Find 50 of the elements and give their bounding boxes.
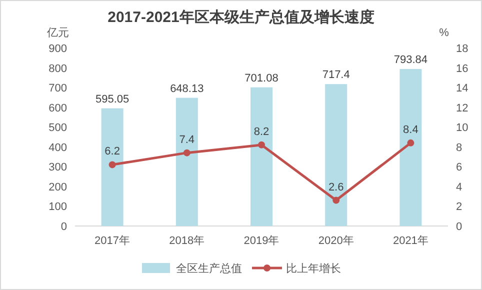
data-label: 6.2 [104,146,120,158]
x-tick-label: 2021年 [392,235,428,247]
bar [325,84,348,226]
legend-label: 比上年增长 [286,262,341,275]
x-tick-label: 2017年 [94,235,130,247]
data-label: 701.08 [244,72,278,84]
bar [250,87,272,226]
y2-axis-title: % [439,27,450,39]
y-tick-label: 100 [48,201,67,214]
data-label: 717.4 [322,69,350,82]
x-tick-label: 2019年 [244,235,280,247]
point [332,196,340,204]
x-tick-label: 2018年 [169,235,205,247]
point [407,139,414,146]
y2-tick-label: 2 [456,201,462,214]
y2-tick-label: 8 [456,142,462,154]
data-label: 8.2 [254,126,270,138]
y-tick-label: 900 [48,43,67,55]
bar [176,98,198,226]
y-tick-label: 200 [48,181,67,194]
data-label: 648.13 [170,82,204,95]
y2-tick-label: 6 [456,162,462,174]
point [183,149,190,156]
y2-tick-label: 12 [456,102,468,114]
y2-tick-label: 18 [456,43,468,55]
data-label: 595.05 [95,93,130,106]
x-tick-label: 2020年 [318,235,354,247]
y-tick-label: 500 [48,122,67,134]
y2-tick-label: 16 [456,62,468,75]
data-label: 7.4 [179,134,195,146]
y2-tick-label: 10 [456,122,468,134]
point [258,141,265,148]
legend-label: 全区生产总值 [176,262,242,275]
y-tick-label: 800 [48,62,67,75]
chart-title: 2017-2021年区本级生产总值及增长速度 [108,8,374,26]
y-tick-label: 0 [60,221,67,233]
y-tick-label: 400 [48,142,67,154]
data-label: 793.84 [394,54,428,66]
point [108,161,116,168]
data-label: 8.4 [403,124,418,136]
y-tick-label: 600 [48,102,67,114]
y-tick-label: 700 [48,82,67,95]
bar [101,108,124,226]
y2-tick-label: 14 [456,82,468,95]
data-label: 2.6 [328,181,344,194]
y2-tick-label: 0 [456,221,462,233]
y2-tick-label: 4 [456,181,462,194]
y-tick-label: 300 [48,162,67,174]
bar [400,68,422,226]
y-axis-title: 亿元 [46,27,69,39]
